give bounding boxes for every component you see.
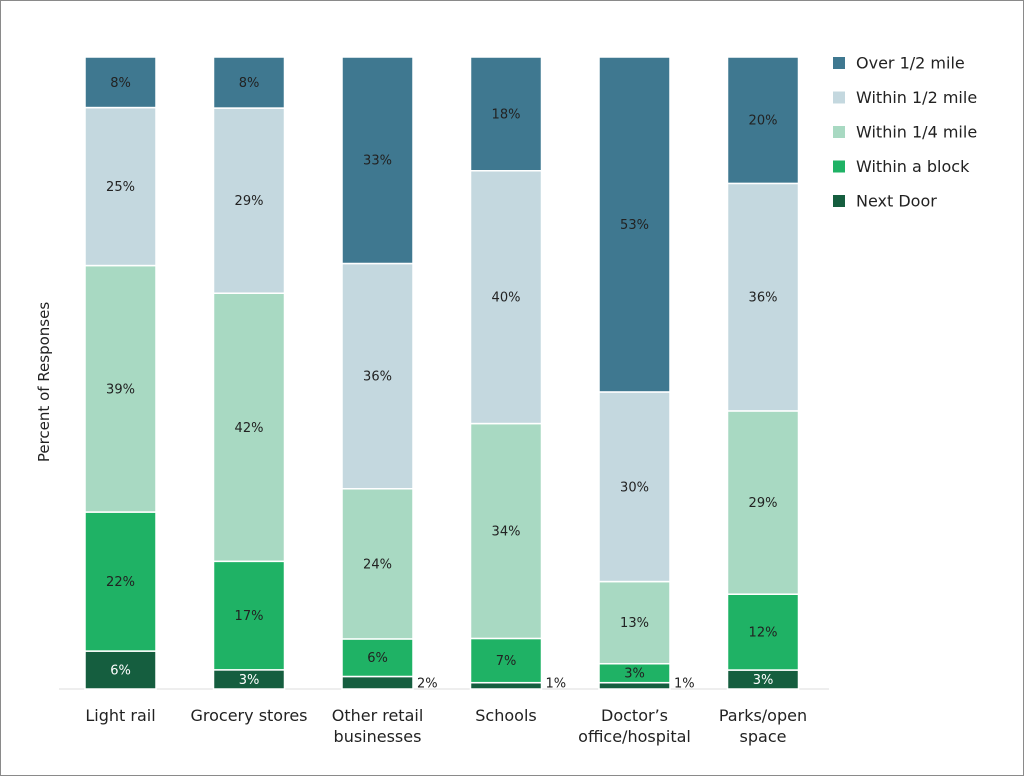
bar-segment-within-a-block <box>212 560 286 671</box>
y-axis-label: Percent of Responses <box>35 302 53 462</box>
legend-swatch-over-1-2-mile <box>833 57 845 69</box>
bar-segment-next-door <box>469 681 543 690</box>
bar-segment-within-1-4-mile <box>341 488 414 640</box>
x-tick-label: Other retail <box>332 706 424 725</box>
data-label: 40% <box>492 291 521 306</box>
data-label: 22% <box>106 575 135 590</box>
x-tick-label: Doctor’s <box>601 706 668 725</box>
data-label: 29% <box>235 194 264 209</box>
data-label: 34% <box>492 525 521 540</box>
data-label: 6% <box>110 664 131 679</box>
data-label: 36% <box>749 291 778 306</box>
data-label: 2% <box>417 677 438 692</box>
data-label: 6% <box>367 651 388 666</box>
bar-segment-within-1-2-mile <box>341 262 414 490</box>
bar-segment-within-1-2-mile <box>598 391 671 583</box>
data-label: 1% <box>546 677 567 692</box>
data-label: 53% <box>620 218 649 233</box>
bar-segment-within-1-4-mile <box>726 410 800 595</box>
data-label: 33% <box>363 154 392 169</box>
bar-segment-over-1-2-mile <box>598 56 671 393</box>
bar-segment-within-1-4-mile <box>469 422 543 640</box>
legend-label: Over 1/2 mile <box>856 54 965 73</box>
legend: Over 1/2 mile Within 1/2 mile Within 1/4 m… <box>833 54 977 211</box>
bar-segment-within-1-2-mile <box>84 106 157 267</box>
data-label: 20% <box>749 114 778 129</box>
data-label: 3% <box>624 667 645 682</box>
legend-label: Next Door <box>856 192 937 211</box>
x-tick-label: space <box>740 727 787 746</box>
x-tick-label: Schools <box>475 706 536 725</box>
data-label: 42% <box>235 421 264 436</box>
data-label: 7% <box>496 654 517 669</box>
data-label: 25% <box>106 180 135 195</box>
bar-segment-within-1-2-mile <box>212 107 286 294</box>
bar-segment-within-a-block <box>84 511 157 652</box>
legend-label: Within a block <box>856 157 970 176</box>
x-tick-label: businesses <box>334 727 422 746</box>
data-label: 3% <box>753 673 774 688</box>
legend-swatch-within-1-4-mile <box>833 126 845 138</box>
bar-segment-over-1-2-mile <box>84 56 157 109</box>
bar-segment-within-1-4-mile <box>212 292 286 563</box>
x-tick-label: Parks/open <box>719 706 807 725</box>
data-label: 36% <box>363 370 392 385</box>
legend-swatch-within-1-2-mile <box>833 91 845 104</box>
data-label: 39% <box>106 382 135 397</box>
bar-segment-over-1-2-mile <box>726 56 800 185</box>
data-label: 13% <box>620 616 649 631</box>
legend-swatch-next-door <box>833 195 845 207</box>
legend-label: Within 1/2 mile <box>856 88 977 107</box>
legend-label: Within 1/4 mile <box>856 123 977 142</box>
data-label: 8% <box>110 76 131 91</box>
bar-segment-within-1-2-mile <box>469 170 543 425</box>
data-label: 12% <box>749 626 778 641</box>
data-label: 30% <box>620 480 649 495</box>
data-label: 8% <box>239 76 260 91</box>
bar-segment-next-door <box>341 675 414 690</box>
bar-segment-over-1-2-mile <box>341 56 414 265</box>
data-label: 24% <box>363 557 392 572</box>
bar-segment-next-door <box>84 650 157 690</box>
x-tick-label: Light rail <box>85 706 155 725</box>
bar-segment-next-door <box>598 681 671 690</box>
data-label: 18% <box>492 107 521 122</box>
bar-segment-over-1-2-mile <box>469 56 543 172</box>
bar-segment-within-1-4-mile <box>598 580 671 665</box>
bars-group: 6% 22% 39% 25% 8% 3% 17% 42% 29% 8% 2% 6% 24% 36% 33% 1… <box>84 56 800 692</box>
x-tick-labels: Light rail Grocery stores Other retail busi… <box>85 706 807 746</box>
bar-segment-over-1-2-mile <box>212 56 286 109</box>
legend-swatch-within-a-block <box>833 160 845 173</box>
x-tick-label: Grocery stores <box>191 706 308 725</box>
data-label: 1% <box>674 677 695 692</box>
data-label: 3% <box>239 673 260 688</box>
x-tick-label: office/hospital <box>578 727 691 746</box>
data-label: 17% <box>235 609 264 624</box>
data-label: 29% <box>749 496 778 511</box>
bar-segment-within-1-2-mile <box>726 182 800 412</box>
